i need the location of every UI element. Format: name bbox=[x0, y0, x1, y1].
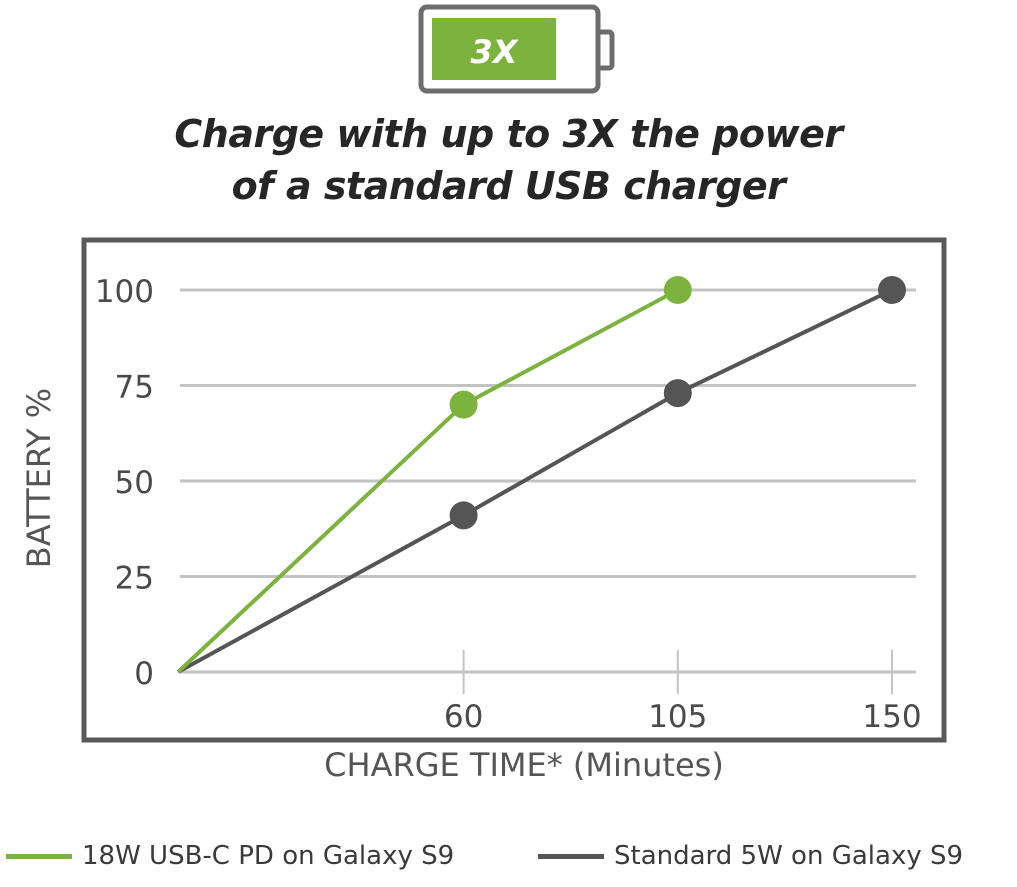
headline: Charge with up to 3X the power of a stan… bbox=[0, 108, 1017, 212]
x-tick-label: 105 bbox=[648, 699, 707, 735]
chart-frame bbox=[81, 237, 947, 743]
data-point bbox=[878, 276, 906, 304]
y-tick-labels: 0 25 50 75 100 bbox=[95, 274, 154, 692]
charge-chart: 0 25 50 75 100 60 105 150 BATTERY % CHARGE TIM… bbox=[20, 237, 947, 784]
y-axis-label: BATTERY % bbox=[20, 388, 58, 568]
y-tick-label: 75 bbox=[115, 370, 154, 406]
series-line-1 bbox=[177, 288, 893, 674]
legend-label-fast: 18W USB-C PD on Galaxy S9 bbox=[82, 841, 455, 871]
badge-label: 3X bbox=[471, 33, 519, 71]
y-tick-label: 50 bbox=[115, 465, 154, 501]
legend-swatch-fast bbox=[6, 853, 72, 859]
legend-item-fast: 18W USB-C PD on Galaxy S9 bbox=[6, 836, 454, 876]
legend-swatch-standard bbox=[538, 853, 604, 859]
x-axis-label: CHARGE TIME* (Minutes) bbox=[324, 746, 724, 784]
y-tick-label: 100 bbox=[95, 274, 154, 310]
grid-lines bbox=[180, 288, 916, 694]
headline-line-1: Charge with up to 3X the power bbox=[174, 112, 843, 156]
data-point bbox=[449, 501, 478, 530]
x-tick-label: 60 bbox=[444, 699, 483, 735]
data-point bbox=[449, 390, 478, 419]
y-tick-label: 0 bbox=[134, 656, 154, 692]
legend-label-standard: Standard 5W on Galaxy S9 bbox=[614, 841, 964, 871]
x-tick-labels: 60 105 150 bbox=[444, 699, 922, 735]
battery-fill bbox=[432, 18, 556, 80]
data-point bbox=[663, 379, 692, 408]
headline-line-2: of a standard USB charger bbox=[231, 164, 786, 208]
data-points bbox=[449, 276, 906, 530]
y-tick-label: 25 bbox=[115, 561, 154, 597]
legend-item-standard: Standard 5W on Galaxy S9 bbox=[538, 836, 963, 876]
data-point bbox=[663, 276, 692, 304]
battery-icon: 3X bbox=[418, 4, 624, 94]
x-tick-label: 150 bbox=[862, 699, 921, 735]
